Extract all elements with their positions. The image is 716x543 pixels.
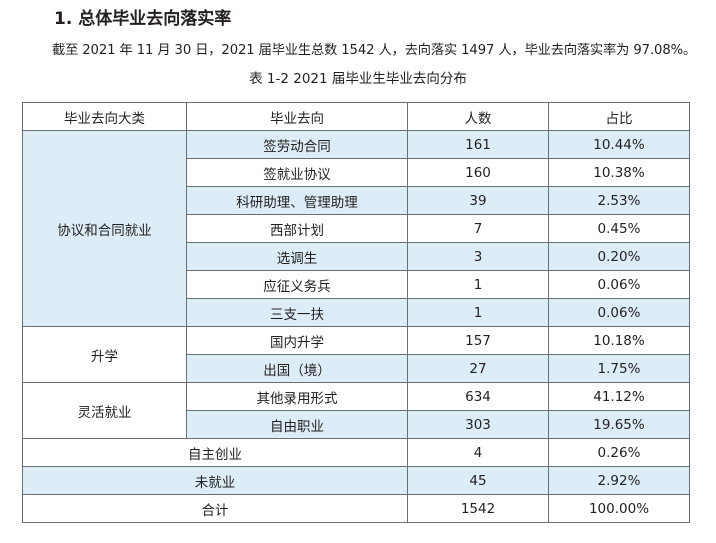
table-row: 签就业协议 160 10.38% [23,158,690,187]
ratio-cell: 41.12% [548,382,690,411]
table-row: 科研助理、管理助理 39 2.53% [23,186,690,215]
table-row: 自主创业 4 0.26% [22,438,690,467]
total-ratio-cell: 100.00% [548,494,690,523]
header-ratio: 占比 [548,102,690,131]
table-header-row: 毕业去向大类 毕业去向 人数 占比 [22,102,690,131]
count-cell: 27 [407,354,549,383]
table-row: 升学 国内升学 157 10.18% [22,326,690,383]
count-cell: 3 [407,242,549,271]
table-total-row: 合计 1542 100.00% [22,494,690,523]
total-label-cell: 合计 [22,494,408,523]
category-cell: 灵活就业 [22,382,187,439]
ratio-cell: 10.44% [548,130,690,159]
summary-text: 截至 2021 年 11 月 30 日，2021 届毕业生总数 1542 人，去… [52,43,697,58]
total-count-cell: 1542 [407,494,549,523]
section-heading: 1. 总体毕业去向落实率 [54,9,232,29]
table-row: 应征义务兵 1 0.06% [23,270,690,299]
count-cell: 634 [407,382,549,411]
destination-cell: 三支一扶 [186,298,408,327]
ratio-cell: 0.20% [548,242,690,271]
count-cell: 1 [407,298,549,327]
ratio-cell: 1.75% [548,354,690,383]
table-row: 灵活就业 其他录用形式 634 41.12% [22,382,690,439]
header-category: 毕业去向大类 [22,102,187,131]
destination-table: 毕业去向大类 毕业去向 人数 占比 协议和合同就业 签劳动合同 161 10.4… [22,102,690,523]
merged-label-cell: 未就业 [22,466,408,495]
count-cell: 7 [407,214,549,243]
ratio-cell: 2.53% [548,186,690,215]
table-row: 三支一扶 1 0.06% [23,298,690,327]
count-cell: 39 [407,186,549,215]
count-cell: 303 [407,410,549,439]
destination-cell: 其他录用形式 [186,382,408,411]
table-row: 西部计划 7 0.45% [23,214,690,243]
destination-cell: 出国（境） [186,354,408,383]
count-cell: 1 [407,270,549,299]
ratio-cell: 0.06% [548,298,690,327]
merged-label-cell: 自主创业 [22,438,408,467]
destination-cell: 西部计划 [186,214,408,243]
ratio-cell: 10.38% [548,158,690,187]
ratio-cell: 0.26% [548,438,690,467]
category-cell: 升学 [22,326,187,383]
destination-cell: 签劳动合同 [186,130,408,159]
count-cell: 4 [407,438,549,467]
ratio-cell: 10.18% [548,326,690,355]
table-row: 协议和合同就业 签劳动合同 161 10.44% [22,130,690,327]
destination-cell: 自由职业 [186,410,408,439]
table-row: 未就业 45 2.92% [22,466,690,495]
ratio-cell: 0.45% [548,214,690,243]
table-caption: 表 1-2 2021 届毕业生毕业去向分布 [249,71,467,87]
count-cell: 157 [407,326,549,355]
destination-cell: 选调生 [186,242,408,271]
count-cell: 45 [407,466,549,495]
destination-cell: 国内升学 [186,326,408,355]
destination-cell: 应征义务兵 [186,270,408,299]
table-row: 自由职业 303 19.65% [23,410,690,439]
ratio-cell: 0.06% [548,270,690,299]
ratio-cell: 19.65% [548,410,690,439]
table-row: 出国（境） 27 1.75% [23,354,690,383]
category-cell: 协议和合同就业 [22,130,187,327]
destination-cell: 签就业协议 [186,158,408,187]
count-cell: 161 [407,130,549,159]
header-destination: 毕业去向 [186,102,408,131]
destination-cell: 科研助理、管理助理 [186,186,408,215]
header-count: 人数 [407,102,549,131]
ratio-cell: 2.92% [548,466,690,495]
count-cell: 160 [407,158,549,187]
